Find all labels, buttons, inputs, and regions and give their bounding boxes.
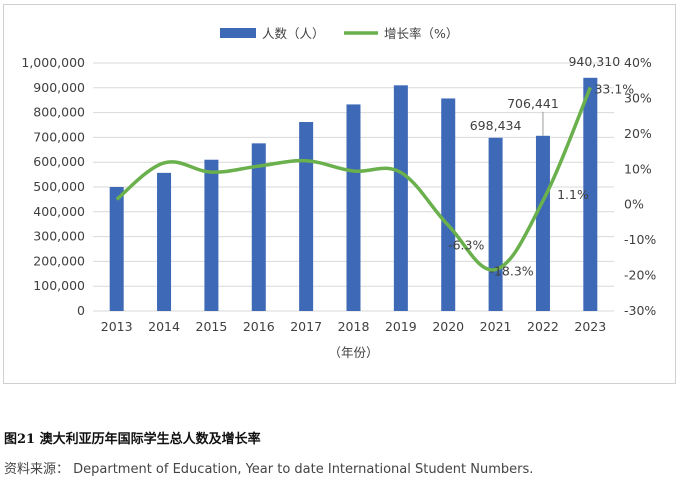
- x-tick-label: 2015: [196, 319, 228, 334]
- x-tick-label: 2023: [574, 319, 606, 334]
- y-left-tick-label: 500,000: [33, 179, 85, 194]
- x-tick-label: 2019: [385, 319, 417, 334]
- data-label-2023: 33.1%: [594, 81, 634, 96]
- bar-2018: [346, 104, 361, 311]
- y-right-tick-label: 0%: [624, 197, 644, 212]
- x-tick-label: 2017: [290, 319, 322, 334]
- bar-2014: [157, 172, 172, 311]
- x-tick-label: 2021: [480, 319, 512, 334]
- data-label-2021: -18.3%: [489, 264, 533, 279]
- bar-2017: [299, 122, 314, 311]
- y-left-tick-label: 100,000: [33, 278, 85, 293]
- x-axis-label: （年份）: [328, 345, 378, 360]
- data-label-2021: 698,434: [470, 118, 522, 133]
- y-left-tick-label: 200,000: [33, 253, 85, 268]
- bar-2019: [393, 85, 408, 311]
- legend-label-line: 增长率（%）: [384, 26, 458, 41]
- y-left-tick-label: 800,000: [33, 105, 85, 120]
- bar-2023: [583, 77, 598, 311]
- y-right-tick-label: 10%: [624, 161, 652, 176]
- y-left-tick-label: 300,000: [33, 229, 85, 244]
- y-right-tick-label: -30%: [624, 303, 656, 318]
- bar-2022: [535, 135, 550, 311]
- y-right-tick-label: -20%: [624, 268, 656, 283]
- data-label-2022: 1.1%: [557, 187, 589, 202]
- y-left-tick-label: 700,000: [33, 129, 85, 144]
- y-left-tick-label: 900,000: [33, 80, 85, 95]
- figure-caption: 图21 澳大利亚历年国际学生总人数及增长率: [4, 432, 261, 447]
- x-tick-label: 2014: [148, 319, 180, 334]
- y-left-tick-label: 600,000: [33, 154, 85, 169]
- y-right-tick-label: -10%: [624, 232, 656, 247]
- data-label-2020: -6.3%: [448, 237, 484, 252]
- y-right-tick-label: 40%: [624, 55, 652, 70]
- bar-2013: [109, 187, 124, 311]
- y-left-tick-label: 1,000,000: [21, 55, 85, 70]
- bar-2015: [204, 159, 219, 311]
- x-tick-label: 2018: [338, 319, 370, 334]
- data-label-2022: 706,441: [507, 96, 559, 111]
- bar-2020: [441, 98, 456, 312]
- bar-2016: [251, 143, 266, 311]
- y-right-tick-label: 20%: [624, 126, 652, 141]
- y-left-tick-label: 400,000: [33, 204, 85, 219]
- x-tick-label: 2016: [243, 319, 275, 334]
- legend-label-bar: 人数（人）: [262, 26, 325, 41]
- x-tick-label: 2022: [527, 319, 559, 334]
- x-tick-label: 2013: [101, 319, 133, 334]
- chart-svg: 0 100,000 200,000 300,000 400,000 500,000 600,…: [21, 26, 656, 360]
- source-line: 资料来源： Department of Education, Year to d…: [4, 462, 534, 477]
- chart-frame: 0 100,000 200,000 300,000 400,000 500,000 600,…: [3, 4, 676, 384]
- growth-rate-line: [115, 86, 592, 272]
- y-right-tick-label: 30%: [624, 90, 652, 105]
- x-tick-label: 2020: [432, 319, 464, 334]
- y-left-tick-label: 0: [77, 303, 85, 318]
- data-label-2023: 940,310: [568, 54, 620, 69]
- bar-2021: [488, 137, 503, 311]
- legend-swatch-bar: [220, 28, 256, 38]
